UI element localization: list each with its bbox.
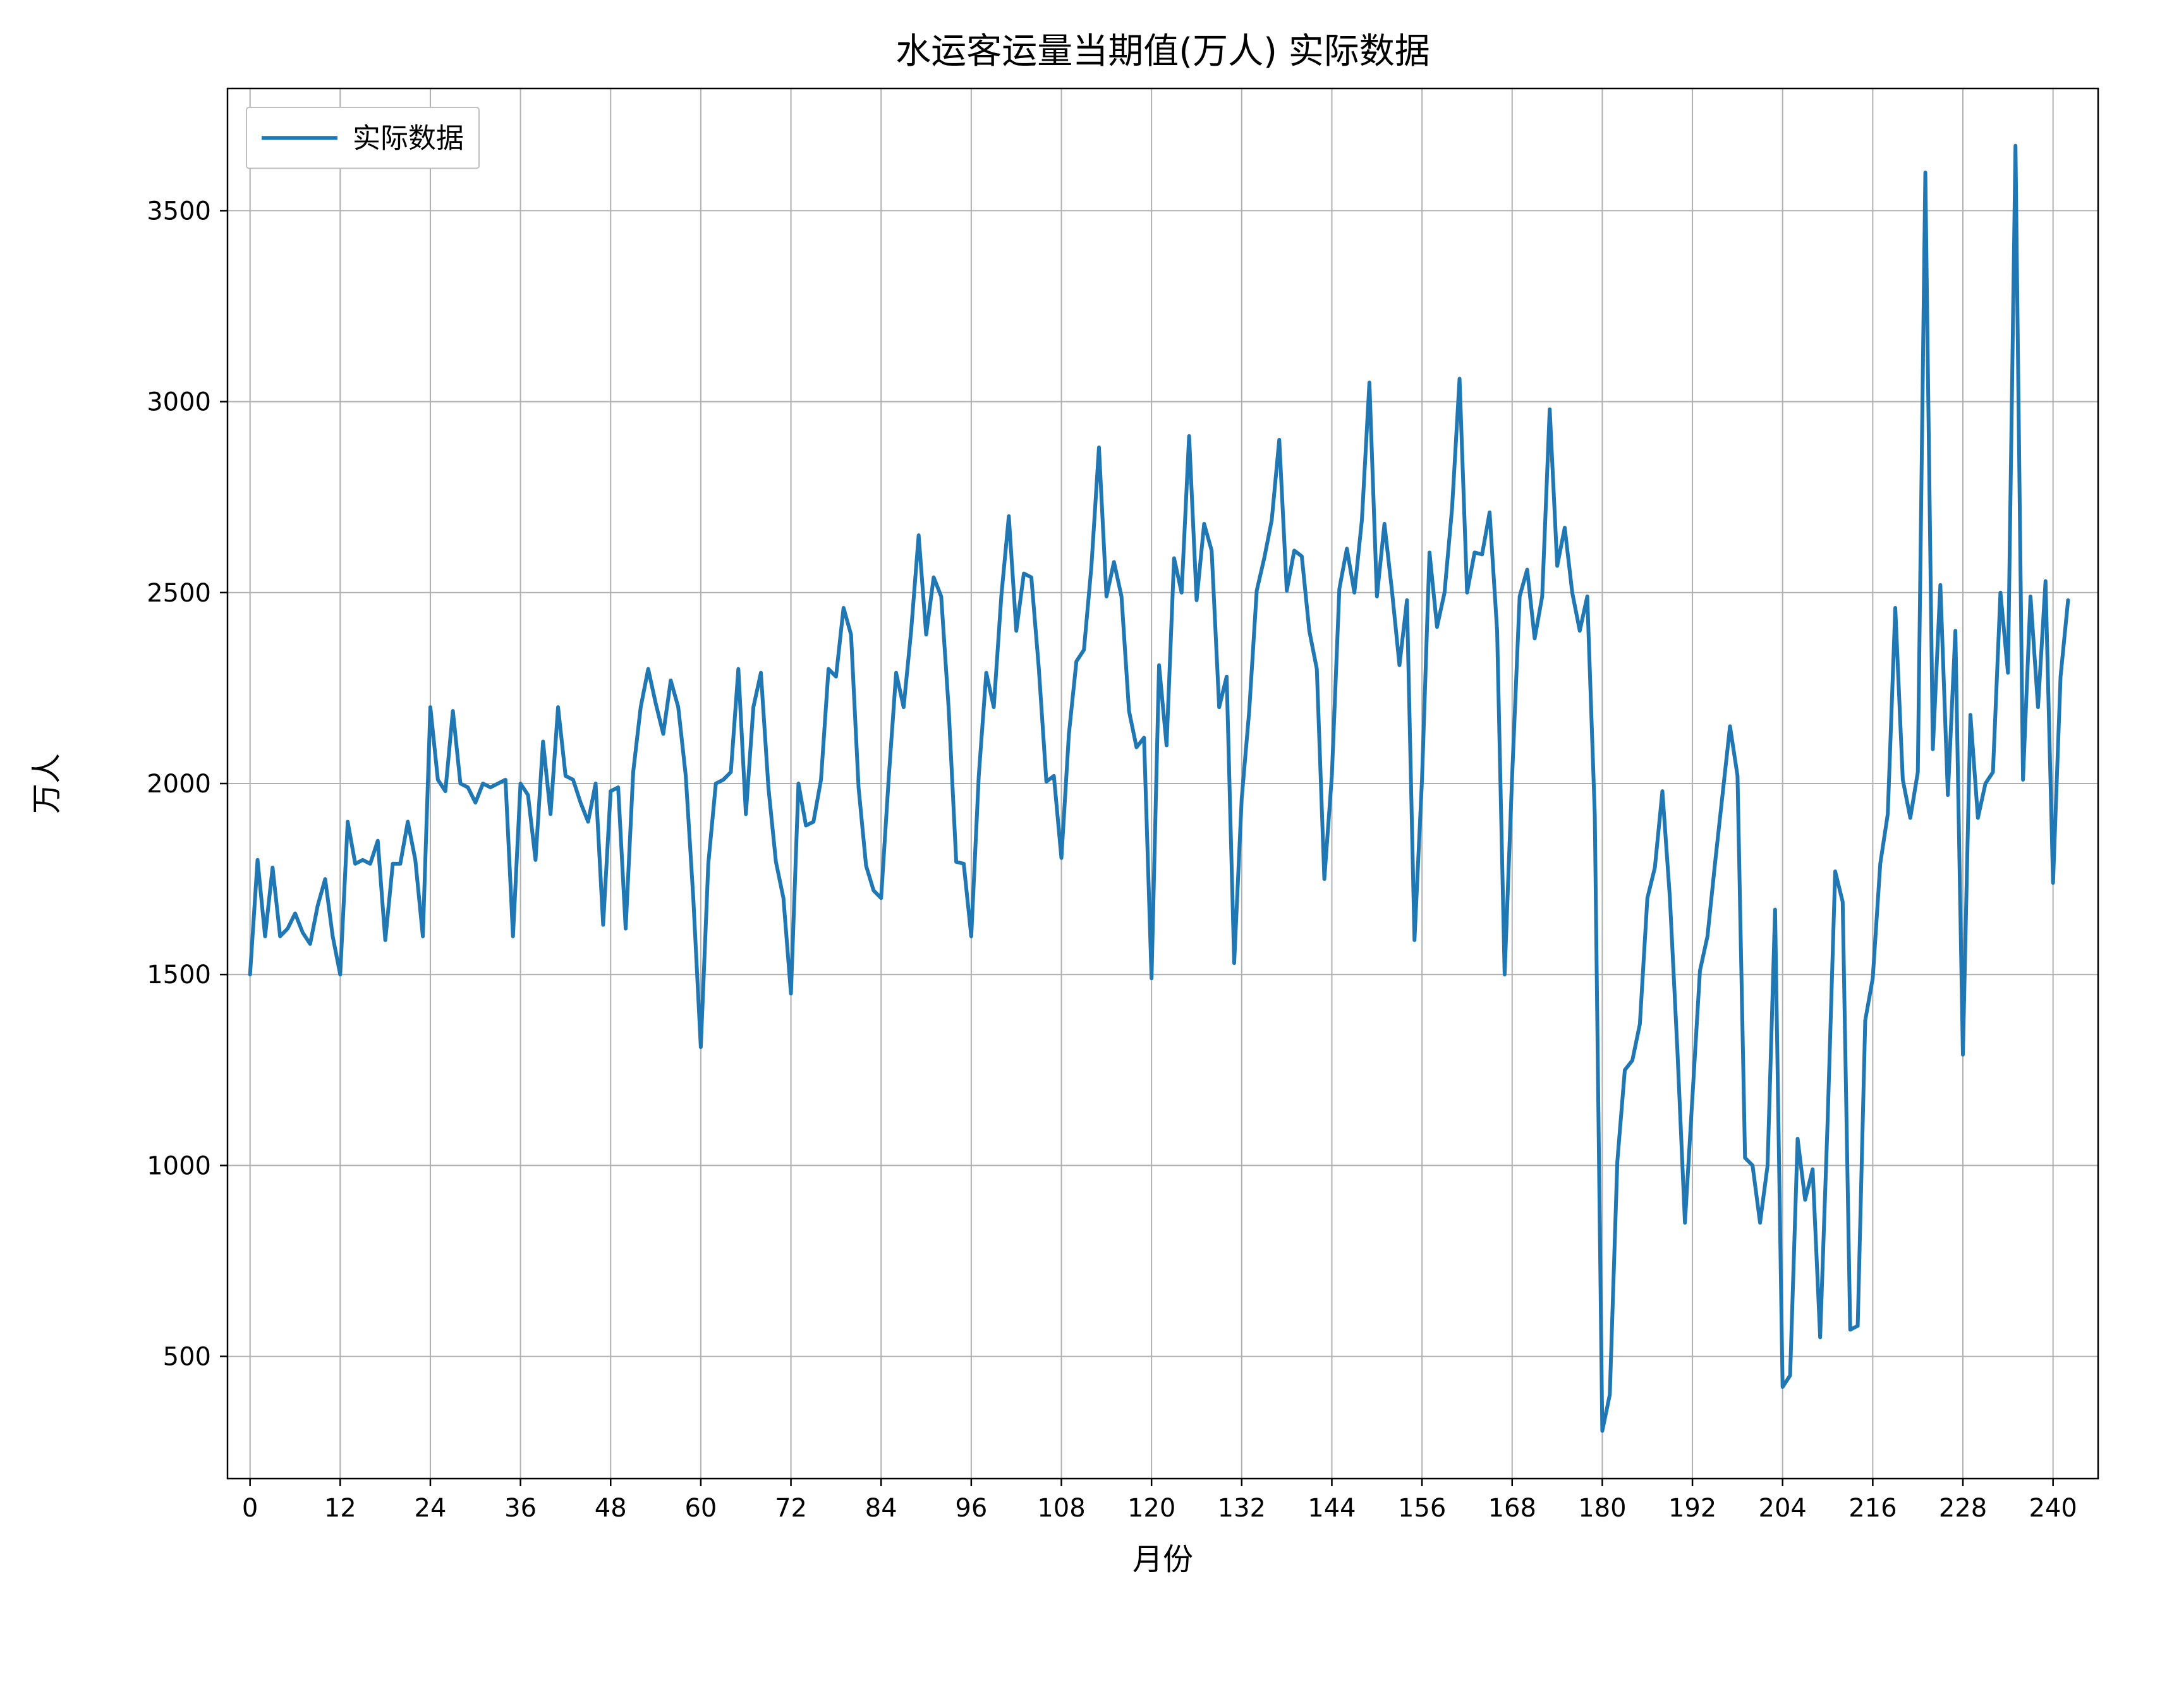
x-tick-label: 96 bbox=[955, 1494, 987, 1523]
y-tick-label: 2000 bbox=[147, 770, 211, 799]
x-tick-label: 60 bbox=[684, 1494, 717, 1523]
x-tick-label: 108 bbox=[1037, 1494, 1085, 1523]
x-tick-label: 156 bbox=[1398, 1494, 1446, 1523]
x-axis-label: 月份 bbox=[1132, 1542, 1193, 1577]
x-tick-label: 84 bbox=[865, 1494, 897, 1523]
chart-container: 0 12 24 36 48 60 72 84 96 108 120 132 144 156 168 180 19… bbox=[0, 0, 2167, 1708]
x-tick-label: 240 bbox=[2029, 1494, 2077, 1523]
y-tick-label: 3500 bbox=[147, 197, 211, 226]
y-tick-label: 1000 bbox=[147, 1151, 211, 1180]
x-tick-label: 48 bbox=[595, 1494, 627, 1523]
x-tick-label: 132 bbox=[1218, 1494, 1266, 1523]
x-tick-label: 0 bbox=[242, 1494, 258, 1523]
x-tick-label: 36 bbox=[504, 1494, 537, 1523]
x-tick-label: 144 bbox=[1308, 1494, 1356, 1523]
x-tick-label: 216 bbox=[1848, 1494, 1897, 1523]
x-tick-label: 12 bbox=[324, 1494, 356, 1523]
x-tick-label: 180 bbox=[1578, 1494, 1626, 1523]
chart-bg bbox=[0, 0, 2167, 1708]
x-tick-label: 120 bbox=[1127, 1494, 1175, 1523]
chart-title: 水运客运量当期值(万人) 实际数据 bbox=[895, 31, 1430, 72]
y-tick-label: 1500 bbox=[147, 960, 211, 990]
y-tick-label: 3000 bbox=[147, 388, 211, 417]
x-tick-label: 72 bbox=[775, 1494, 807, 1523]
x-tick-label: 228 bbox=[1939, 1494, 1987, 1523]
x-tick-label: 168 bbox=[1488, 1494, 1536, 1523]
y-tick-label: 2500 bbox=[147, 579, 211, 608]
legend-label: 实际数据 bbox=[353, 123, 464, 155]
x-tick-label: 24 bbox=[415, 1494, 447, 1523]
x-tick-label: 204 bbox=[1759, 1494, 1807, 1523]
line-chart: 0 12 24 36 48 60 72 84 96 108 120 132 144 156 168 180 19… bbox=[0, 0, 2167, 1708]
x-tick-label: 192 bbox=[1668, 1494, 1716, 1523]
y-tick-label: 500 bbox=[163, 1343, 211, 1372]
y-axis-label: 万人 bbox=[29, 753, 64, 814]
legend: 实际数据 bbox=[246, 107, 479, 168]
